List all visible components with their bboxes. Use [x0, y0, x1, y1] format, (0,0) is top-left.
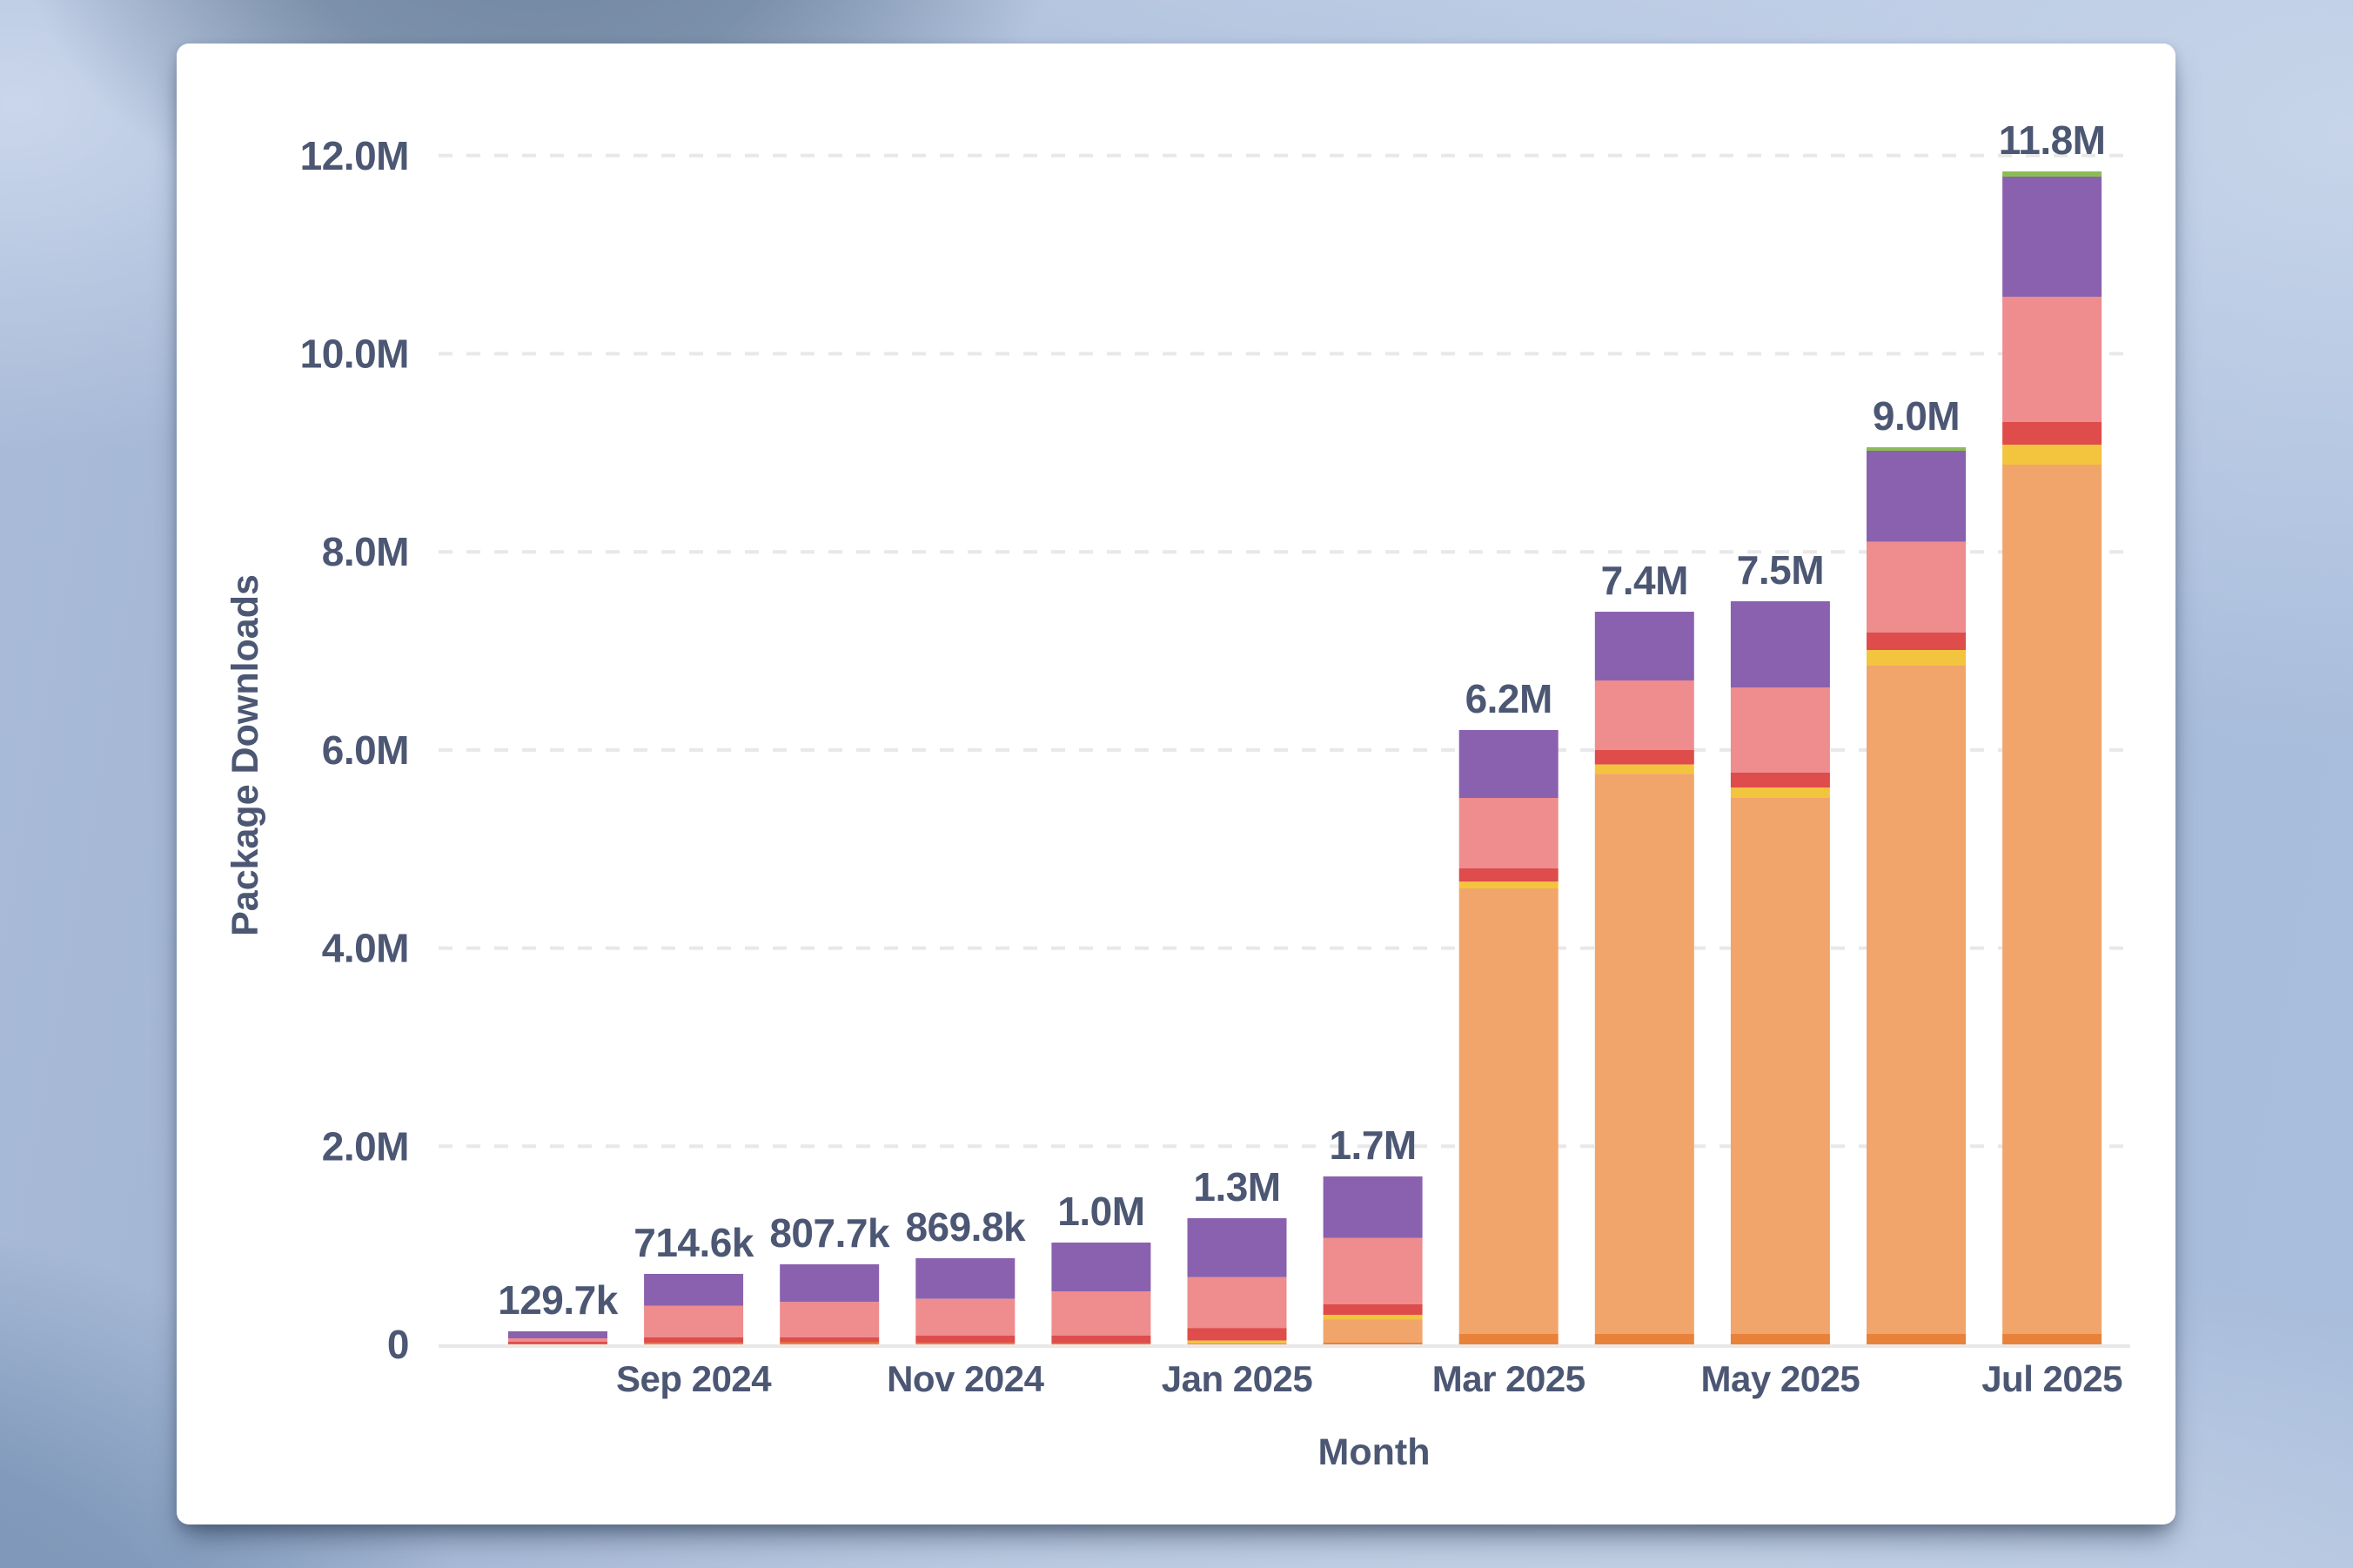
svg-text:7.5M: 7.5M	[1737, 547, 1824, 593]
svg-text:Nov 2024: Nov 2024	[887, 1358, 1045, 1399]
svg-text:869.8k: 869.8k	[905, 1204, 1026, 1250]
svg-text:2.0M: 2.0M	[322, 1123, 409, 1169]
svg-text:Jan 2025: Jan 2025	[1162, 1358, 1313, 1399]
svg-text:4.0M: 4.0M	[322, 926, 409, 971]
svg-text:6.0M: 6.0M	[322, 727, 409, 773]
svg-text:6.2M: 6.2M	[1465, 676, 1552, 721]
svg-text:Mar 2025: Mar 2025	[1432, 1358, 1585, 1399]
svg-text:Sep 2024: Sep 2024	[616, 1358, 772, 1399]
svg-text:129.7k: 129.7k	[498, 1277, 619, 1323]
svg-text:12.0M: 12.0M	[300, 133, 409, 178]
svg-text:Package Downloads: Package Downloads	[225, 574, 266, 936]
svg-text:Month: Month	[1318, 1431, 1431, 1473]
svg-text:1.0M: 1.0M	[1057, 1189, 1144, 1234]
svg-text:Jul 2025: Jul 2025	[1981, 1358, 2122, 1399]
svg-text:10.0M: 10.0M	[300, 332, 409, 377]
svg-text:11.8M: 11.8M	[1999, 117, 2106, 163]
svg-text:9.0M: 9.0M	[1873, 393, 1960, 439]
svg-text:May 2025: May 2025	[1700, 1358, 1860, 1399]
svg-text:8.0M: 8.0M	[322, 529, 409, 574]
svg-text:1.7M: 1.7M	[1329, 1122, 1416, 1168]
svg-text:714.6k: 714.6k	[634, 1220, 754, 1265]
svg-text:1.3M: 1.3M	[1193, 1164, 1280, 1210]
svg-text:807.7k: 807.7k	[769, 1210, 890, 1256]
svg-text:7.4M: 7.4M	[1601, 558, 1688, 603]
svg-text:0: 0	[387, 1322, 409, 1367]
